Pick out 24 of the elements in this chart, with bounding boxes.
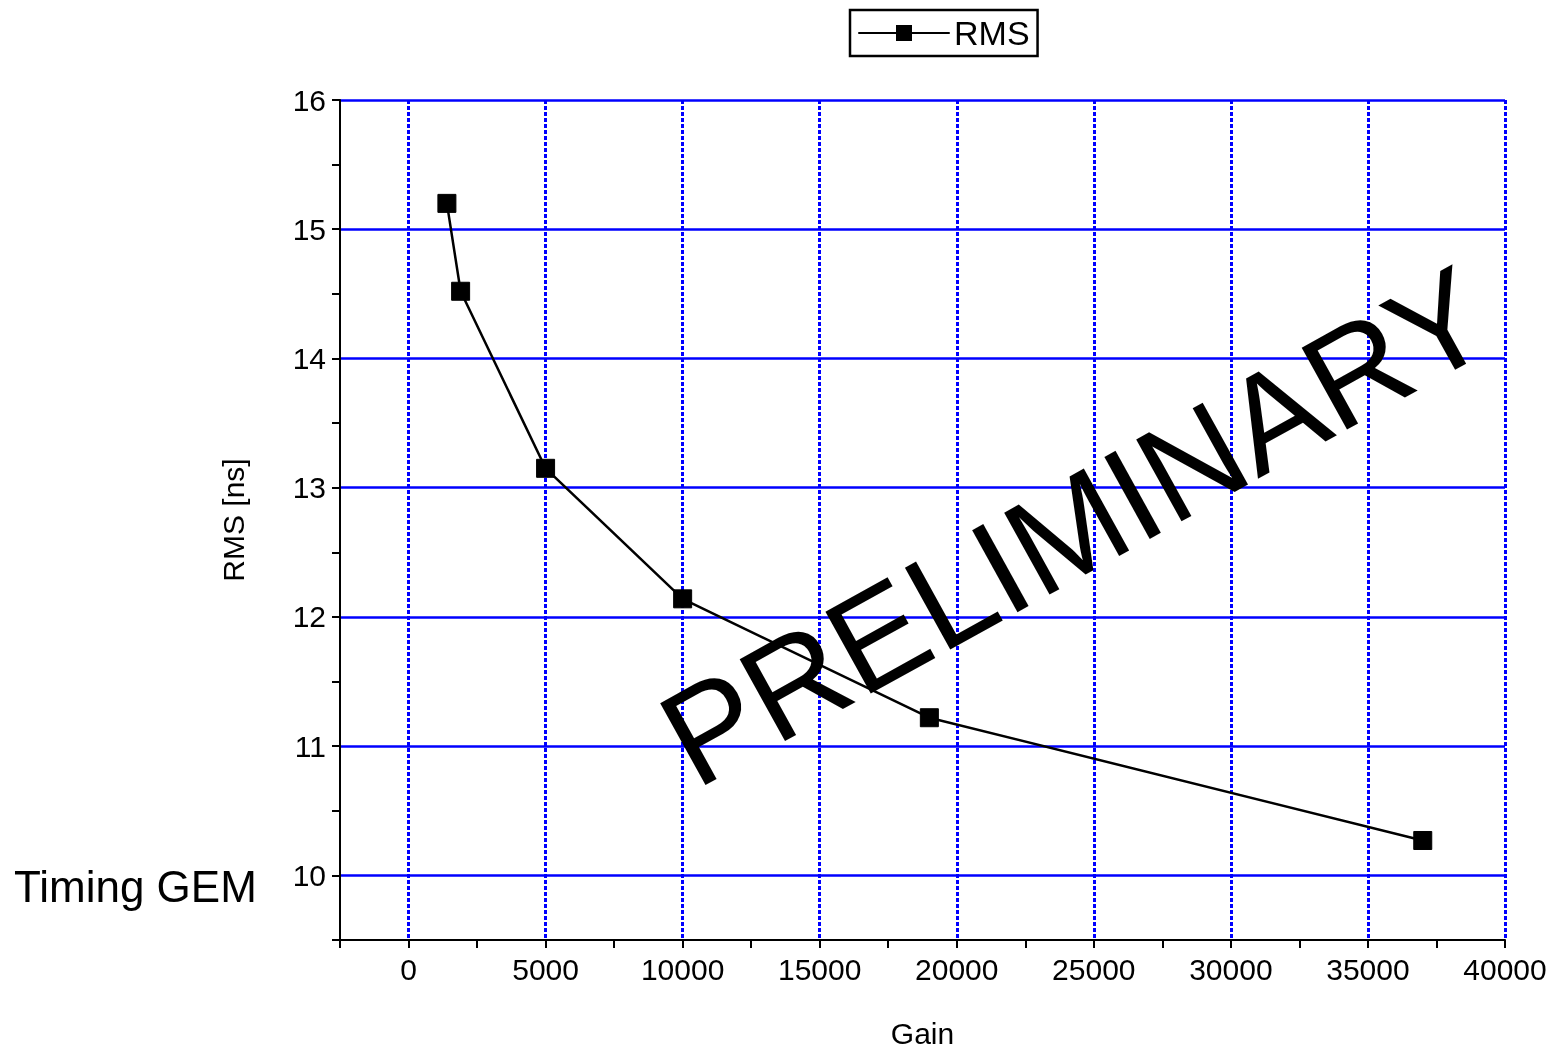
y-tick-label: 13 (292, 471, 326, 505)
legend-label: RMS (954, 14, 1030, 52)
y-tick-label: 16 (292, 83, 326, 117)
x-tick-label: 40000 (1463, 952, 1547, 986)
y-tick-label: 15 (292, 212, 326, 246)
x-tick-label: 5000 (512, 952, 579, 986)
point (437, 193, 457, 213)
x-axis-title: Gain (890, 1016, 955, 1050)
point (451, 281, 471, 301)
x-tick-label: 15000 (777, 952, 862, 986)
text: Timing GEM (14, 861, 257, 911)
x-tick-label: 30000 (1189, 952, 1273, 986)
x-tick-label: 0 (400, 952, 417, 986)
x-tick-label: 10000 (640, 952, 725, 986)
point (1413, 830, 1433, 850)
x-tick-label: 20000 (915, 952, 999, 986)
x-tick-label: 25000 (1052, 952, 1136, 986)
y-tick-label: 11 (294, 729, 326, 763)
point (536, 458, 556, 478)
y-tick-label: 10 (292, 858, 326, 892)
y-tick-label: 12 (292, 600, 326, 634)
y-axis-title: RMS [ns] (216, 458, 250, 582)
y-tick-label: 14 (292, 341, 326, 375)
x-tick-label: 35000 (1326, 952, 1410, 986)
